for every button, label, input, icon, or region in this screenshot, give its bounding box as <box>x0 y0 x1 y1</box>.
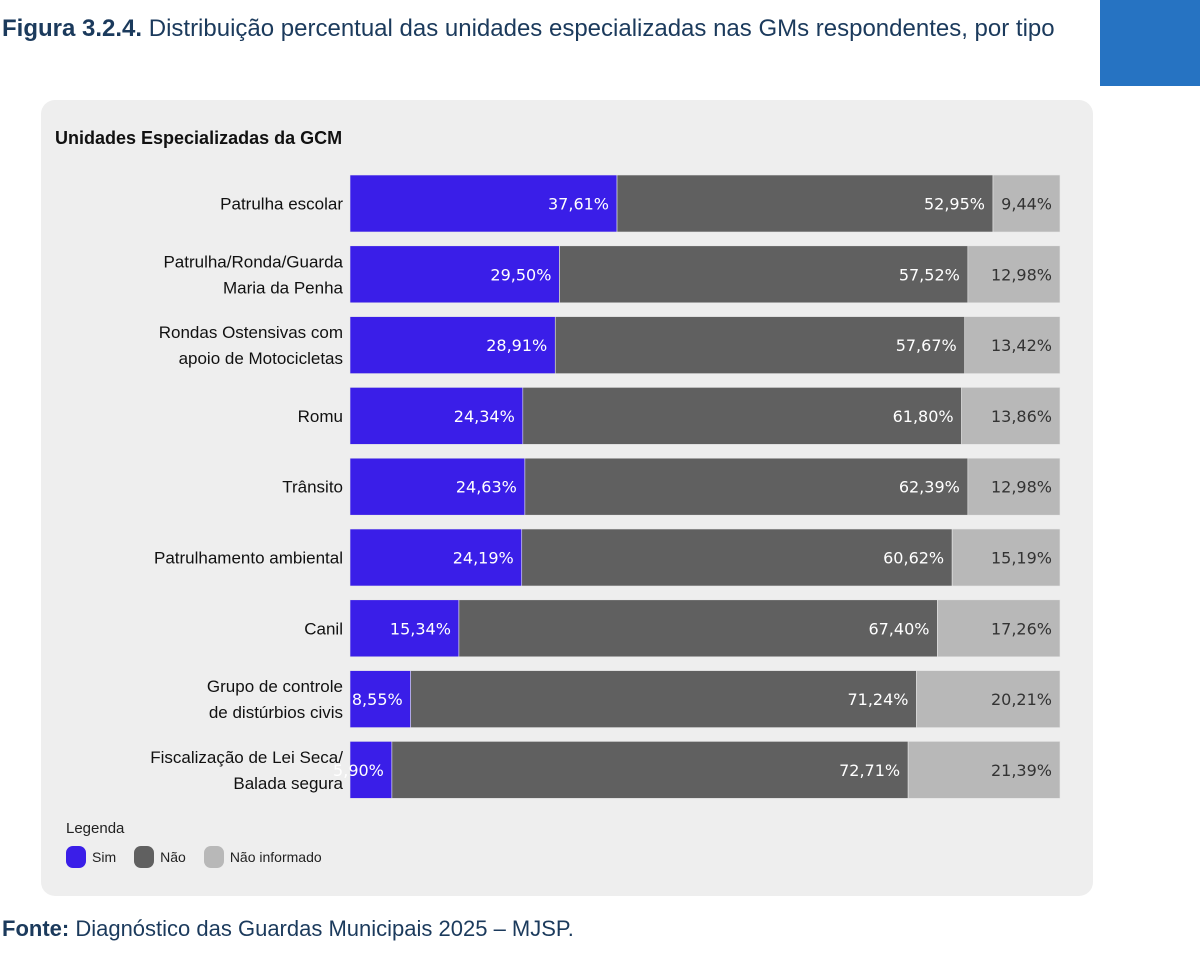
source-note: Fonte: Diagnóstico das Guardas Municipai… <box>2 916 574 942</box>
category-label: Fiscalização de Lei Seca/ <box>150 748 343 767</box>
bar-segment-não <box>554 316 966 374</box>
category-label: Romu <box>298 407 343 426</box>
legend-swatch <box>66 846 86 868</box>
bar-segment-sim <box>349 245 560 304</box>
bar-segment-não-informado <box>967 457 1061 516</box>
category-label: apoio de Motocicletas <box>179 349 343 368</box>
category-label: Patrulha/Ronda/Guarda <box>163 252 343 271</box>
data-label: 24,34% <box>454 407 515 426</box>
bar-segment-não-informado <box>992 174 1061 233</box>
data-label: 20,21% <box>991 690 1052 709</box>
data-label: 60,62% <box>883 549 944 568</box>
figure-title: Figura 3.2.4. Distribuição percentual da… <box>2 14 1092 44</box>
bar-segment-não <box>410 670 917 728</box>
bar-segment-não-informado <box>964 316 1061 374</box>
bar-chart: Patrulha escolar 37,61% 52,95% 9,44% Patrulh… <box>150 174 1061 799</box>
bar-segment-não <box>391 741 909 799</box>
data-label: 8,55% <box>352 690 403 709</box>
legend-item: Não informado <box>203 846 322 868</box>
bar-segment-não-informado <box>951 528 1061 587</box>
data-label: 9,44% <box>1001 195 1052 214</box>
data-label: 71,24% <box>847 690 908 709</box>
bar-segment-não-informado <box>961 387 1061 445</box>
figure-title-text: Distribuição percentual das unidades esp… <box>148 15 1055 42</box>
bar-segment-não-informado <box>967 245 1061 304</box>
bar-segment-não <box>616 174 994 233</box>
data-label: 28,91% <box>486 336 547 355</box>
category-label: Canil <box>304 619 343 638</box>
legend-label: Não informado <box>229 849 322 865</box>
category-label: Grupo de controle <box>207 677 343 696</box>
data-label: 15,34% <box>390 619 451 638</box>
data-label: 57,52% <box>899 265 960 284</box>
category-label: de distúrbios civis <box>209 703 343 722</box>
data-label: 21,39% <box>991 761 1052 780</box>
chart-title: Unidades Especializadas da GCM <box>55 128 343 148</box>
category-label: Rondas Ostensivas com <box>159 323 343 342</box>
category-label: Trânsito <box>282 478 343 497</box>
category-label: Balada segura <box>233 774 343 793</box>
bar-segment-não-informado <box>937 599 1061 658</box>
data-label: 62,39% <box>899 478 960 497</box>
data-label: 12,98% <box>991 265 1052 284</box>
bar-segment-sim <box>349 387 524 445</box>
data-label: 67,40% <box>868 619 929 638</box>
data-label: 13,42% <box>991 336 1052 355</box>
category-label: Patrulha escolar <box>220 195 343 214</box>
legend-swatch <box>134 846 155 868</box>
legend-label: Sim <box>92 849 117 865</box>
data-label: 24,63% <box>456 478 517 497</box>
data-label: 61,80% <box>893 407 954 426</box>
bar-segment-sim <box>349 316 556 374</box>
bar-segment-não <box>458 599 938 658</box>
corner-decoration <box>1100 0 1200 86</box>
bar-segment-não-informado <box>907 741 1061 799</box>
legend-swatch <box>203 846 224 868</box>
bar-segment-não-informado <box>916 670 1061 728</box>
bar-segment-não <box>559 245 969 304</box>
data-label: 12,98% <box>991 478 1052 497</box>
data-label: 52,95% <box>924 195 985 214</box>
data-label: 13,86% <box>991 407 1052 426</box>
data-label: 24,19% <box>453 549 514 568</box>
source-text: Diagnóstico das Guardas Municipais 2025 … <box>75 916 574 941</box>
source-label: Fonte: <box>2 916 70 941</box>
legend-item: Não <box>134 846 186 868</box>
data-label: 37,61% <box>548 195 609 214</box>
legend-item: Sim <box>66 846 116 868</box>
legend-label: Não <box>160 849 186 865</box>
legend-title: Legenda <box>66 820 125 837</box>
bar-segment-sim <box>349 599 460 658</box>
category-label: Maria da Penha <box>223 278 344 297</box>
figure-label: Figura 3.2.4. <box>2 15 143 42</box>
data-label: 72,71% <box>839 761 900 780</box>
bar-segment-não <box>524 457 969 516</box>
bar-segment-não <box>522 387 962 445</box>
data-label: 17,26% <box>991 619 1052 638</box>
data-label: 15,19% <box>991 549 1052 568</box>
data-label: 57,67% <box>896 336 957 355</box>
data-label: 29,50% <box>490 265 551 284</box>
bar-segment-sim <box>349 457 526 516</box>
category-label: Patrulhamento ambiental <box>154 549 343 568</box>
chart-panel: Unidades Especializadas da GCM Patrulha … <box>41 100 1093 896</box>
data-label: 5,90% <box>333 761 384 780</box>
legend: Sim Não Não informado <box>66 846 322 868</box>
